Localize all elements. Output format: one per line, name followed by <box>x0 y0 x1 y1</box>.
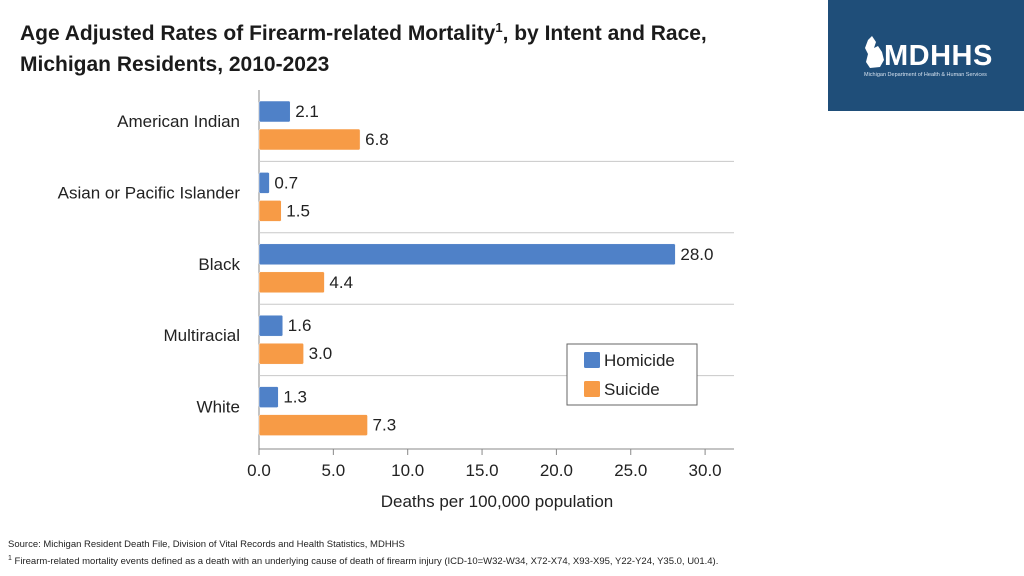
logo-subtext: Michigan Department of Health & Human Se… <box>864 72 987 78</box>
category-label: Multiracial <box>163 326 240 345</box>
data-label: 1.5 <box>286 201 310 220</box>
title-text-part2: , by Intent and Race, Michigan Residents… <box>20 22 707 76</box>
page-title: Age Adjusted Rates of Firearm-related Mo… <box>20 18 780 80</box>
data-label: 3.0 <box>309 344 333 363</box>
bar-suicide <box>258 414 368 436</box>
x-tick-label: 30.0 <box>689 461 722 480</box>
bar-homicide <box>258 386 279 408</box>
x-tick-label: 5.0 <box>322 461 346 480</box>
bar-suicide <box>258 128 361 151</box>
title-superscript: 1 <box>495 20 503 35</box>
category-label: American Indian <box>117 112 240 131</box>
x-tick-label: 20.0 <box>540 461 573 480</box>
data-label: 1.3 <box>283 388 307 407</box>
legend-swatch-homicide <box>584 352 600 368</box>
data-label: 7.3 <box>373 416 397 435</box>
legend-label-suicide: Suicide <box>604 380 660 399</box>
data-label: 0.7 <box>274 173 298 192</box>
x-tick-label: 0.0 <box>247 461 271 480</box>
x-axis-title: Deaths per 100,000 population <box>381 492 614 511</box>
mdhhs-logo: MDHHS Michigan Department of Health & Hu… <box>828 0 1024 111</box>
bar-suicide <box>258 271 325 294</box>
definition-note: 1 Firearm-related mortality events defin… <box>8 552 718 569</box>
michigan-map-icon <box>865 36 884 68</box>
x-tick-label: 10.0 <box>391 461 424 480</box>
legend-label-homicide: Homicide <box>604 351 675 370</box>
category-label: White <box>197 398 240 417</box>
footnotes: Source: Michigan Resident Death File, Di… <box>8 538 718 569</box>
source-note: Source: Michigan Resident Death File, Di… <box>8 539 405 550</box>
logo-text: MDHHS <box>884 40 993 72</box>
data-label: 28.0 <box>680 245 713 264</box>
category-label: Asian or Pacific Islander <box>58 183 241 202</box>
bar-suicide <box>258 200 282 222</box>
title-text-part1: Age Adjusted Rates of Firearm-related Mo… <box>20 22 496 45</box>
bar-homicide <box>258 243 676 266</box>
data-label: 2.1 <box>295 102 319 121</box>
category-label: Black <box>198 255 240 274</box>
data-label: 1.6 <box>288 316 312 335</box>
x-tick-label: 15.0 <box>466 461 499 480</box>
footnote-marker: 1 <box>8 555 12 562</box>
bar-suicide <box>258 342 304 365</box>
x-tick-label: 25.0 <box>614 461 647 480</box>
bar-homicide <box>258 100 291 123</box>
bar-homicide <box>258 314 284 337</box>
data-label: 6.8 <box>365 130 389 149</box>
footnote-text: Firearm-related mortality events defined… <box>11 556 719 568</box>
legend-swatch-suicide <box>584 381 600 397</box>
data-label: 4.4 <box>329 273 353 292</box>
bar-homicide <box>258 172 270 194</box>
bar-chart: American Indian 2.1 6.8 Asian or Pacific Is… <box>58 90 734 511</box>
